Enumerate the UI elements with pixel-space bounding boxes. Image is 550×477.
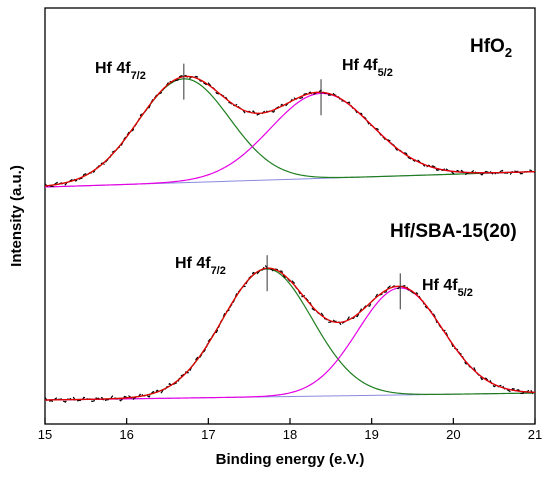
x-axis-title: Binding energy (e.V.): [216, 451, 365, 468]
panel-label-hfo2: HfO2: [470, 36, 512, 60]
peak-label-hfo2-4f52: Hf 4f5/2: [342, 57, 393, 79]
panel-label-hf-sba15: Hf/SBA-15(20): [390, 221, 517, 242]
peak-label-sba-4f52: Hf 4f5/2: [422, 277, 473, 299]
x-tick-label: 20: [446, 427, 460, 442]
y-axis-title: Intensity (a.u.): [8, 165, 25, 267]
peak-label-sba-4f52-sub: 5/2: [458, 287, 473, 299]
peak-label-sba-4f72-main: Hf 4f: [175, 255, 211, 272]
peak-label-hfo2-4f72-sub: 7/2: [131, 70, 146, 82]
x-axis-ticks: 15 16 17 18 19 20 21: [38, 418, 542, 442]
panel-label-hfo2-sub: 2: [505, 45, 512, 60]
panel-label-hfo2-main: HfO: [470, 36, 505, 57]
peak-label-sba-4f52-main: Hf 4f: [422, 277, 458, 294]
peak-label-sba-4f72: Hf 4f7/2: [175, 255, 226, 277]
x-tick-label: 18: [283, 427, 297, 442]
peak-label-hfo2-4f72: Hf 4f7/2: [95, 60, 146, 82]
x-tick-label: 15: [38, 427, 52, 442]
x-tick-label: 16: [119, 427, 133, 442]
peak-label-hfo2-4f52-main: Hf 4f: [342, 57, 378, 74]
x-tick-label: 17: [201, 427, 215, 442]
peak-label-hfo2-4f72-main: Hf 4f: [95, 60, 131, 77]
envelope-curve: [44, 267, 536, 401]
curves-layer: [44, 74, 536, 403]
x-tick-label: 19: [364, 427, 378, 442]
x-tick-label: 21: [528, 427, 542, 442]
envelope-curve: [44, 75, 536, 187]
component-peak-curve: [44, 287, 536, 401]
component-peak-curve: [44, 92, 536, 188]
peak-label-sba-4f72-sub: 7/2: [211, 265, 226, 277]
peak-label-hfo2-4f52-sub: 5/2: [378, 67, 393, 79]
experimental-curve: [44, 74, 536, 188]
peak-markers-layer: [183, 63, 401, 310]
